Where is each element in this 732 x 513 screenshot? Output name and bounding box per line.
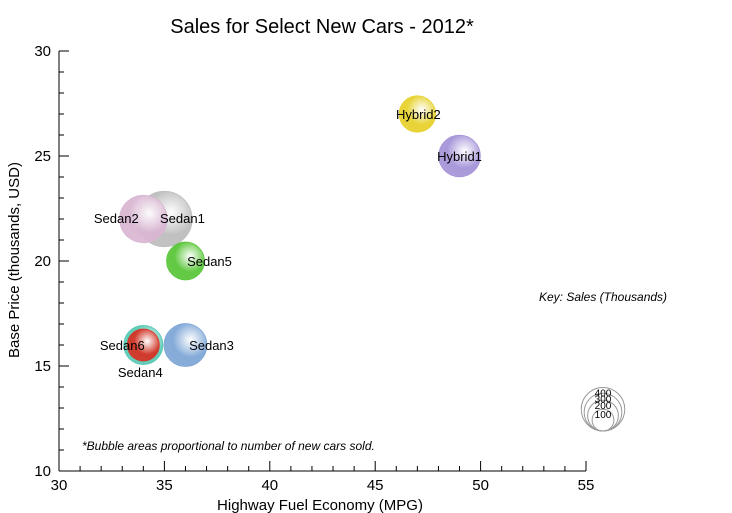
bubble-label-sedan6: Sedan6 [100,338,145,353]
key-circle [591,408,615,432]
bubble-sedan2 [119,194,168,244]
x-axis-label: Highway Fuel Economy (MPG) [217,497,423,513]
bubble-label-sedan2: Sedan2 [94,211,139,226]
x-tick-label: 45 [367,477,384,494]
bubbles [119,95,481,367]
footnote: *Bubble areas proportional to number of … [82,439,375,453]
y-tick-label: 20 [34,253,51,270]
y-tick-label: 15 [34,358,51,375]
axes: 30 35 40 45 50 55 10 15 20 25 30 [34,43,594,494]
bubble-sedan6 [126,328,160,362]
x-tick-label: 50 [472,477,489,494]
bubble-label-sedan5: Sedan5 [187,254,232,269]
y-tick-label: 25 [34,148,51,165]
key-label: 400 [595,388,612,399]
chart-title: Sales for Select New Cars - 2012* [170,16,474,38]
bubble-label-hybrid2: Hybrid2 [396,107,441,122]
x-tick-label: 55 [578,477,595,494]
bubble-label-sedan1: Sedan1 [160,211,205,226]
bubble-sedan3 [163,323,208,367]
key-label: 100 [595,410,612,421]
key-title: Key: Sales (Thousands) [539,290,667,304]
y-axis-label: Base Price (thousands, USD) [6,162,23,358]
bubble-sedan5 [166,241,205,281]
x-tick-label: 35 [156,477,173,494]
y-tick-label: 30 [34,43,51,60]
bubble-hybrid1 [438,134,481,178]
bubble-label-sedan3: Sedan3 [189,338,234,353]
key-label: 200 [595,401,612,412]
x-tick-label: 30 [51,477,68,494]
bubble-label-hybrid1: Hybrid1 [437,149,482,164]
key-label: 300 [595,394,612,405]
y-tick-label: 10 [34,463,51,480]
bubble-hybrid2 [398,95,437,133]
x-tick-label: 40 [261,477,278,494]
bubble-labels: Sedan1 Sedan2 Sedan5 Sedan3 Sedan4 Sedan6 Hybr… [94,107,482,380]
bubble-label-sedan4: Sedan4 [118,365,163,380]
